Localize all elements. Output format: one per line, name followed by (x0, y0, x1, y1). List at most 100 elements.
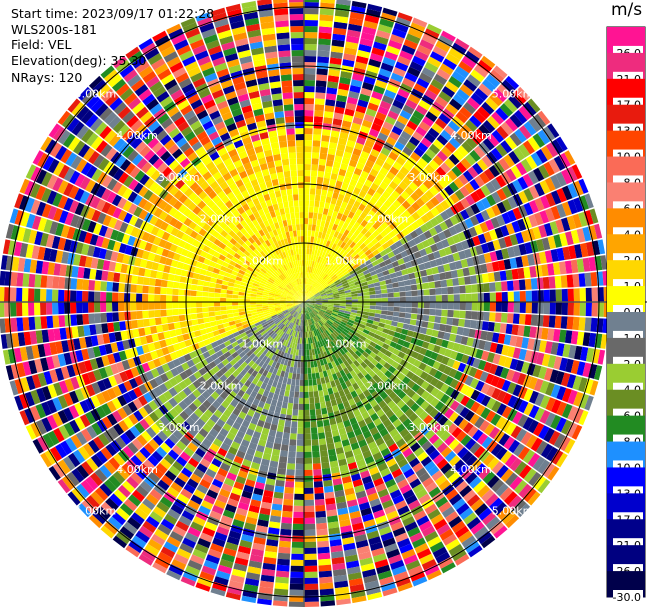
velocity-gate (525, 314, 532, 325)
velocity-gate (316, 219, 321, 226)
velocity-gate (448, 302, 454, 309)
velocity-gate (382, 302, 388, 306)
velocity-gate (284, 487, 293, 494)
velocity-gate (322, 184, 329, 191)
velocity-gate (318, 207, 323, 214)
velocity-gate (196, 291, 202, 296)
velocity-gate (278, 419, 285, 426)
velocity-gate (280, 450, 288, 457)
velocity-gate (274, 589, 288, 596)
velocity-gate (305, 44, 317, 50)
velocity-gate (317, 56, 329, 63)
velocity-gate (301, 362, 304, 368)
velocity-gate (34, 317, 41, 330)
velocity-gate (118, 283, 125, 292)
velocity-gate (136, 302, 142, 310)
velocity-gate (172, 295, 178, 301)
velocity-gate (586, 303, 592, 317)
velocity-gate (291, 554, 303, 560)
velocity-gate (327, 443, 335, 450)
velocity-gate (321, 456, 329, 463)
velocity-gate (292, 373, 296, 380)
velocity-gate (287, 403, 293, 410)
velocity-gate (295, 482, 304, 488)
velocity-gate (317, 541, 329, 548)
velocity-gate (34, 303, 40, 316)
velocity-gate (446, 279, 453, 287)
velocity-gate (507, 313, 514, 323)
velocity-gate (191, 285, 198, 291)
velocity-gate (276, 571, 289, 578)
velocity-gate (417, 308, 423, 314)
velocity-gate (318, 553, 331, 560)
velocity-gate (290, 385, 295, 392)
velocity-gate (198, 274, 205, 280)
velocity-gate (501, 281, 508, 291)
velocity-gate (436, 302, 442, 309)
velocity-gate (305, 536, 316, 542)
velocity-gate (502, 303, 508, 313)
velocity-gate (364, 305, 370, 308)
velocity-gate (304, 362, 307, 368)
velocity-gate (318, 547, 330, 554)
velocity-gate (544, 290, 550, 302)
velocity-gate (203, 286, 210, 291)
velocity-gate (88, 280, 95, 291)
velocity-gate (291, 421, 297, 427)
velocity-gate (382, 293, 388, 297)
velocity-gate (429, 282, 436, 289)
velocity-gate (287, 463, 295, 470)
velocity-gate (155, 317, 162, 325)
velocity-gate (202, 307, 208, 312)
velocity-gate (311, 164, 318, 171)
velocity-gate (298, 422, 304, 428)
velocity-gate (305, 518, 315, 524)
velocity-gate (221, 285, 228, 290)
velocity-gate (411, 308, 417, 314)
velocity-gate (549, 276, 556, 288)
velocity-gate (220, 293, 226, 297)
velocity-gate (273, 443, 281, 450)
velocity-gate (167, 281, 174, 288)
velocity-gate (250, 297, 256, 300)
velocity-gate (286, 469, 295, 476)
velocity-gate (555, 316, 562, 329)
velocity-gate (550, 290, 556, 302)
velocity-gate (304, 374, 308, 380)
velocity-gate (64, 303, 70, 314)
velocity-gate (113, 273, 120, 283)
velocity-gate (308, 368, 312, 374)
velocity-gate (410, 319, 417, 325)
velocity-gate (404, 280, 411, 286)
velocity-gate (304, 146, 311, 152)
velocity-gate (454, 294, 460, 301)
velocity-gate (304, 218, 308, 224)
velocity-gate (580, 303, 586, 316)
velocity-gate (448, 295, 454, 302)
velocity-gate (394, 307, 400, 312)
velocity-gate (412, 302, 418, 307)
velocity-gate (186, 277, 193, 284)
velocity-gate (306, 260, 308, 266)
velocity-gate (305, 104, 314, 110)
velocity-gate (295, 386, 300, 392)
velocity-gate (323, 419, 330, 426)
velocity-gate (391, 277, 398, 283)
velocity-gate (315, 225, 320, 232)
velocity-gate (178, 296, 184, 302)
velocity-gate (286, 415, 292, 422)
velocity-gate (304, 368, 307, 374)
velocity-gate (305, 560, 317, 566)
velocity-gate (508, 303, 514, 313)
velocity-gate (308, 224, 312, 230)
velocity-gate (22, 288, 28, 301)
velocity-gate (88, 314, 95, 325)
velocity-gate (202, 297, 208, 302)
velocity-gate (221, 314, 228, 319)
velocity-gate (0, 303, 4, 317)
velocity-gate (106, 313, 113, 323)
velocity-gate (193, 273, 200, 280)
velocity-gate (482, 273, 489, 282)
velocity-gate (305, 602, 319, 607)
velocity-gate (305, 590, 319, 596)
